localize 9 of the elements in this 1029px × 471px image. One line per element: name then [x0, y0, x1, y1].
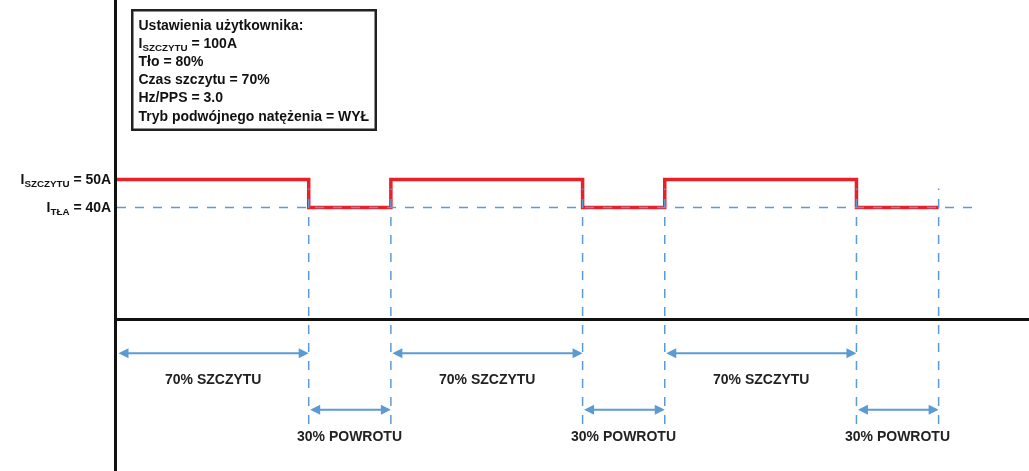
y-tick-label: I$_{SZCZYTU}$ = 50A: [20, 171, 112, 190]
annotation: 70% SZCZYTU: [165, 371, 262, 387]
annotation: 30% POWROTU: [845, 428, 951, 444]
annotation: Ustawienia użytkownika: I$_{SZCZYTU}$ = 100A Tło = 80% Czas szczytu = 70% Hz/PPS = 3.0 Tryb podwójnego natężenia = WYŁ: [138, 16, 370, 124]
annotation: 70% SZCZYTU: [439, 371, 536, 387]
annotation: 70% SZCZYTU: [713, 371, 810, 387]
annotation: 30% POWROTU: [297, 428, 403, 444]
annotation: 30% POWROTU: [571, 428, 677, 444]
y-tick-label: I$_{TŁA}$ = 40A: [46, 199, 112, 218]
